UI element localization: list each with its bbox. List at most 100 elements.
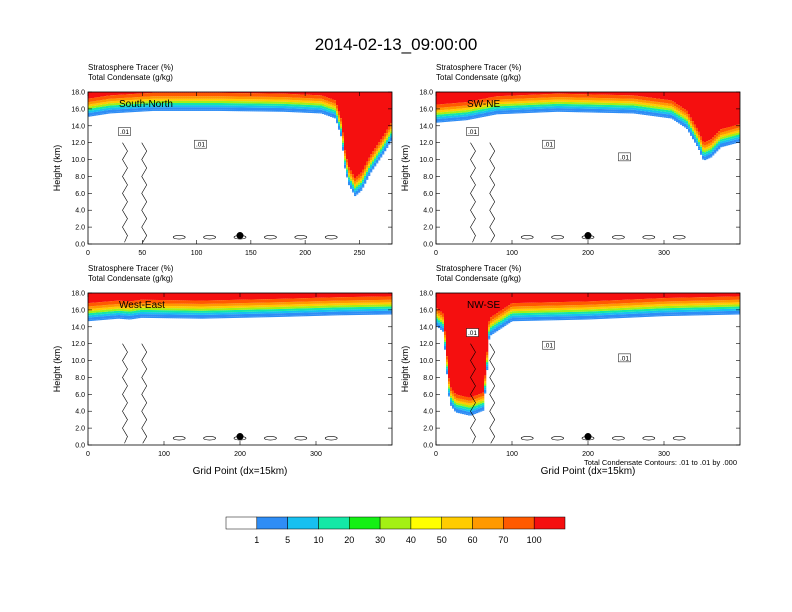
tracer-cell [472,404,475,407]
tracer-cell [674,102,677,107]
tracer-cell [386,308,389,311]
tracer-cell [160,109,163,111]
tracer-cell [440,311,443,316]
tracer-cell [516,105,519,108]
figure-title: 2014-02-13_09:00:00 [315,35,478,54]
tracer-cell [486,112,489,116]
tracer-cell [184,92,187,93]
tracer-cell [280,313,283,316]
tracer-cell [598,102,601,105]
tracer-cell [478,400,481,403]
tracer-cell [588,309,591,312]
tracer-cell [672,92,675,102]
tracer-cell [470,414,473,416]
tracer-cell [380,299,383,303]
tracer-cell [314,301,317,304]
tracer-cell [476,405,479,408]
tracer-cell [466,116,469,119]
tracer-cell [390,302,392,305]
tracer-cell [490,111,493,115]
tracer-cell [282,306,285,309]
tracer-cell [152,299,155,304]
tracer-cell [170,293,173,301]
tracer-cell [210,306,213,309]
tracer-cell [262,313,265,317]
tracer-cell [266,307,269,310]
tracer-cell [638,99,641,103]
tracer-cell [436,293,439,309]
tracer-cell [180,92,183,97]
tracer-cell [148,303,151,306]
tracer-cell [148,107,151,110]
tracer-cell [358,186,361,189]
tracer-cell [692,92,695,122]
tracer-cell [588,100,591,103]
tracer-cell [480,102,483,106]
tracer-cell [678,105,681,109]
tracer-cell [136,306,139,309]
tracer-cell [350,313,353,316]
tracer-cell [734,135,737,138]
tracer-cell [260,99,263,102]
tracer-cell [588,97,591,101]
tracer-cell [464,402,467,405]
tracer-cell [282,103,285,106]
tracer-cell [274,293,277,299]
tracer-cell [168,314,171,318]
tracer-cell [134,104,137,107]
tracer-cell [718,139,721,142]
tracer-cell [328,98,331,102]
tracer-cell [170,317,173,319]
tracer-cell [712,92,715,138]
tracer-cell [606,107,609,110]
tracer-cell [354,293,357,297]
tracer-cell [308,109,311,112]
tracer-cell [360,309,363,312]
tracer-cell [452,402,455,405]
tracer-cell [520,319,523,322]
tracer-cell [280,302,283,305]
tracer-cell [354,188,357,191]
tracer-cell [302,102,305,105]
tracer-cell [590,97,593,101]
tracer-cell [202,102,205,106]
tracer-cell [168,303,171,307]
tracer-cell [228,303,231,306]
tracer-cell [440,293,443,312]
tracer-cell [160,300,163,304]
tracer-cell [502,112,505,115]
tracer-cell [168,98,171,101]
tracer-cell [204,308,207,311]
tracer-cell [722,132,725,135]
tracer-cell [310,109,313,112]
tracer-cell [294,106,297,109]
tracer-cell [566,99,569,102]
tracer-cell [250,316,253,318]
tracer-cell [558,97,561,100]
tracer-cell [242,101,245,104]
tracer-cell [220,310,223,313]
tracer-cell [190,310,193,313]
tracer-cell [248,101,251,104]
tracer-cell [358,184,361,187]
tracer-cell [126,94,129,98]
tracer-cell [576,316,579,319]
tracer-cell [458,398,461,402]
tracer-cell [266,305,269,308]
tracer-cell [316,310,319,313]
tracer-cell [462,396,465,400]
tracer-cell [370,171,373,173]
tracer-cell [516,92,519,96]
tracer-cell [390,133,392,136]
tracer-cell [530,109,533,112]
tracer-cell [578,106,581,109]
x-tick-label: 0 [434,250,438,257]
tracer-cell [138,293,141,301]
tracer-cell [300,293,303,299]
tracer-cell [196,317,199,319]
tracer-cell [520,310,523,314]
tracer-cell [378,293,381,297]
tracer-cell [176,96,179,99]
tracer-cell [190,312,193,315]
tracer-cell [94,92,97,98]
